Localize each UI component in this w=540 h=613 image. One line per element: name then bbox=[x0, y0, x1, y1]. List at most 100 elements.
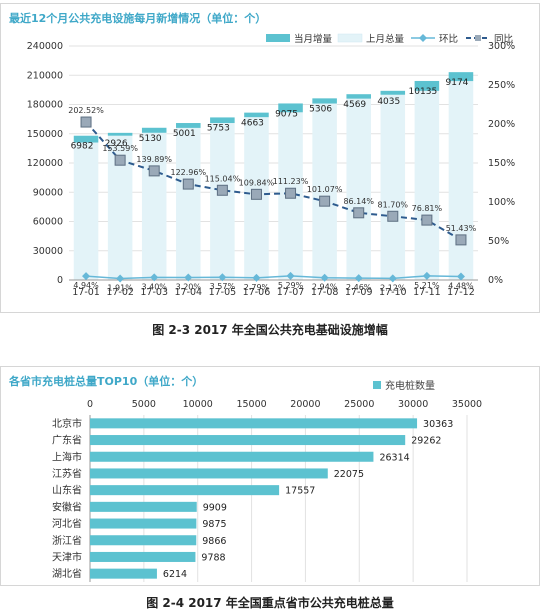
data-label-mom: 1.91% bbox=[107, 284, 133, 293]
data-label-monthly-new: 2926 bbox=[105, 139, 128, 149]
legend-swatch-monthly-new bbox=[266, 34, 290, 42]
bar-monthly-new bbox=[73, 135, 99, 143]
x-tick-label: 17-06 bbox=[243, 287, 271, 298]
data-label-mom: 2.94% bbox=[312, 283, 338, 292]
data-label-yoy: 202.52% bbox=[68, 106, 104, 115]
category-label: 湖北省 bbox=[52, 567, 82, 580]
data-label-monthly-new: 6982 bbox=[71, 142, 94, 152]
x-tick-label: 25000 bbox=[344, 399, 374, 410]
bar-monthly-new bbox=[278, 103, 303, 113]
y2-tick-label: 50% bbox=[488, 236, 509, 247]
point-mom bbox=[456, 272, 465, 281]
y2-tick-label: 150% bbox=[488, 158, 515, 169]
data-label-mom: 3.40% bbox=[141, 282, 167, 291]
point-yoy bbox=[182, 178, 194, 190]
data-label-mom: 5.21% bbox=[414, 281, 440, 290]
point-mom bbox=[320, 273, 329, 282]
bar-monthly-new bbox=[141, 127, 167, 133]
x-tick-label: 15000 bbox=[236, 399, 266, 410]
data-label-mom: 3.57% bbox=[210, 282, 236, 291]
point-yoy bbox=[250, 188, 262, 200]
data-label-yoy: 109.84% bbox=[239, 178, 275, 187]
bar-monthly-new bbox=[346, 94, 371, 99]
bar-last-month-total bbox=[346, 98, 371, 281]
point-mom bbox=[150, 273, 159, 282]
category-label: 天津市 bbox=[52, 550, 82, 563]
category-label: 安徽省 bbox=[52, 500, 82, 513]
chart-panel-top10: 各省市充电桩总量TOP10（单位：个） 0 5000 10000 15000 20000… bbox=[0, 366, 540, 586]
point-yoy bbox=[353, 207, 365, 219]
data-label-monthly-new: 4663 bbox=[241, 119, 264, 129]
bar-last-month-total bbox=[73, 142, 99, 280]
x-tick-label: 10000 bbox=[183, 399, 213, 410]
bar bbox=[90, 451, 374, 462]
data-label: 26314 bbox=[379, 452, 409, 463]
category-label: 广东省 bbox=[52, 434, 82, 447]
legend-marker-yoy bbox=[475, 35, 481, 41]
y-tick-label: 0 bbox=[57, 275, 63, 286]
bar bbox=[90, 535, 197, 546]
bar-last-month-total bbox=[141, 132, 167, 280]
x-tick-label: 20000 bbox=[290, 399, 320, 410]
bar-last-month-total bbox=[176, 127, 201, 281]
data-label: 9866 bbox=[202, 536, 226, 547]
y2-tick-label: 0% bbox=[488, 275, 503, 286]
data-label: 9875 bbox=[202, 519, 226, 530]
category-label: 江苏省 bbox=[52, 467, 82, 480]
point-yoy bbox=[216, 184, 228, 196]
legend-label: 环比 bbox=[439, 33, 458, 45]
category-label: 上海市 bbox=[52, 450, 82, 463]
x-tick-label: 35000 bbox=[452, 399, 482, 410]
y-tick-label: 180000 bbox=[27, 100, 63, 111]
bar bbox=[90, 501, 197, 512]
y2-tick-label: 200% bbox=[488, 119, 515, 130]
data-label-monthly-new: 5753 bbox=[207, 123, 230, 133]
point-mom bbox=[354, 274, 363, 283]
x-tick-label: 17-05 bbox=[209, 287, 237, 298]
bar-monthly-new bbox=[414, 80, 440, 91]
point-mom bbox=[252, 273, 261, 282]
data-label: 29262 bbox=[411, 436, 441, 447]
x-tick-label: 17-09 bbox=[345, 287, 373, 298]
bar bbox=[90, 551, 196, 562]
bar-monthly-new bbox=[312, 98, 337, 104]
point-yoy bbox=[80, 116, 92, 128]
legend-swatch-last-month bbox=[337, 33, 363, 43]
data-label-yoy: 101.07% bbox=[307, 185, 343, 194]
data-label: 6214 bbox=[163, 569, 187, 580]
category-label: 北京市 bbox=[52, 417, 82, 430]
x-tick-label: 17-07 bbox=[277, 287, 305, 298]
y-tick-label: 60000 bbox=[33, 217, 63, 228]
data-label-monthly-new: 9075 bbox=[275, 109, 298, 119]
point-mom bbox=[388, 274, 397, 283]
data-label-mom: 5.29% bbox=[278, 281, 304, 290]
top10-bar-chart: 0 5000 10000 15000 20000 25000 30000 35000 北京市 30… bbox=[52, 379, 482, 582]
chart-title: 最近12个月公共充电设施每月新增情况（单位：个） bbox=[9, 12, 267, 25]
data-label-yoy: 115.04% bbox=[205, 174, 241, 183]
data-label-monthly-new: 4569 bbox=[343, 100, 366, 110]
legend-label: 上月总量 bbox=[366, 33, 405, 45]
bar bbox=[90, 418, 418, 429]
chart-panel-monthly: 最近12个月公共充电设施每月新增情况（单位：个） 0 30000 60000 9000… bbox=[0, 3, 540, 313]
x-tick-label: 17-02 bbox=[106, 287, 134, 298]
figure-caption: 图 2-3 2017 年全国公共充电基础设施增幅 bbox=[152, 323, 388, 337]
point-yoy bbox=[387, 210, 399, 222]
data-label-mom: 3.20% bbox=[176, 283, 202, 292]
data-label-yoy: 81.70% bbox=[378, 200, 409, 209]
data-label-monthly-new: 5306 bbox=[309, 104, 332, 114]
bar-last-month-total bbox=[380, 94, 406, 280]
bar-monthly-new bbox=[448, 72, 474, 82]
bar bbox=[90, 435, 406, 446]
point-yoy bbox=[319, 195, 331, 207]
x-tick-label: 0 bbox=[87, 399, 93, 410]
y2-tick-label: 100% bbox=[488, 197, 515, 208]
data-label: 30363 bbox=[423, 419, 453, 430]
point-yoy bbox=[148, 165, 160, 177]
x-tick-label: 30000 bbox=[398, 399, 428, 410]
point-mom bbox=[184, 273, 193, 282]
category-label: 山东省 bbox=[52, 484, 82, 497]
point-mom bbox=[82, 272, 91, 281]
data-label-mom: 2.79% bbox=[244, 283, 270, 292]
y2-tick-label: 300% bbox=[488, 41, 515, 52]
chart-title: 各省市充电桩总量TOP10（单位：个） bbox=[9, 375, 204, 388]
